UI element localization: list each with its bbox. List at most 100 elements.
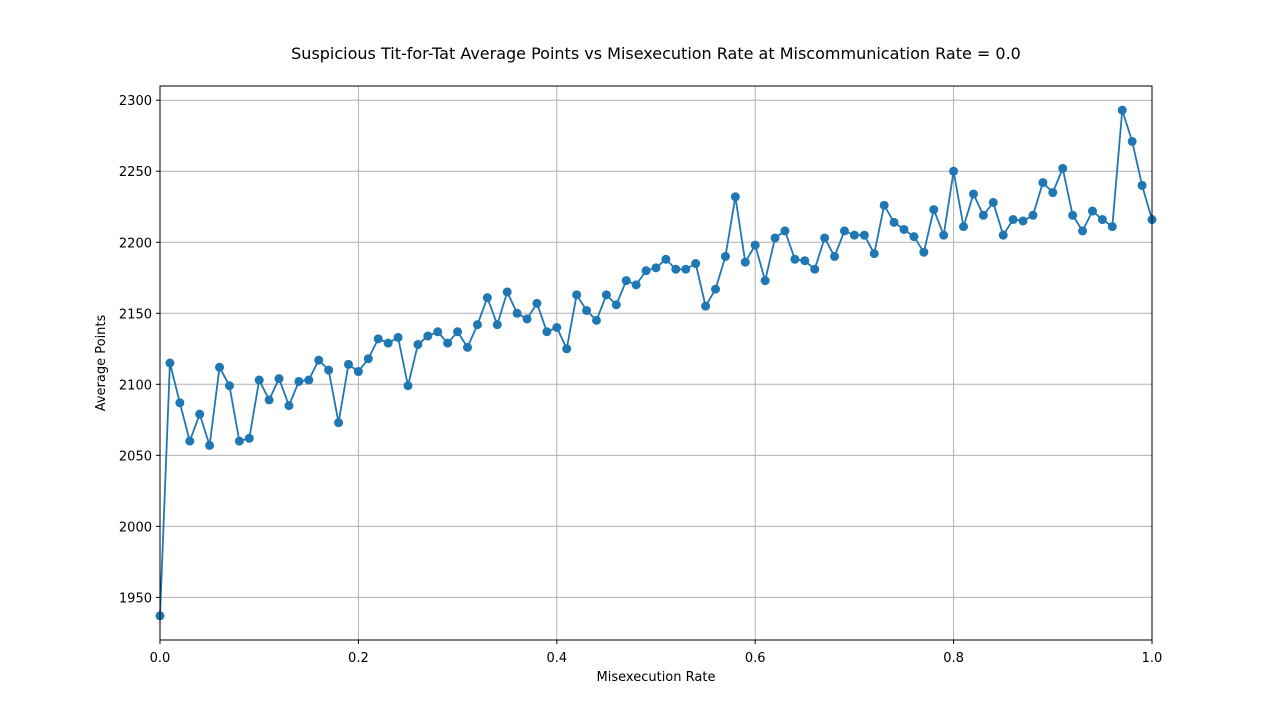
data-point: [522, 314, 532, 324]
data-point: [661, 254, 671, 264]
data-point: [978, 210, 988, 220]
data-point: [224, 381, 234, 391]
y-axis-ticks: 1950 2000 2050 2100 2150 2200 2250 2300: [119, 94, 160, 606]
data-point: [463, 342, 473, 352]
x-tick-label: 0.4: [546, 651, 567, 666]
data-point: [1078, 226, 1088, 236]
y-tick-label: 1950: [119, 591, 152, 606]
data-point: [909, 232, 919, 242]
data-point: [701, 301, 711, 311]
y-tick-label: 2000: [119, 520, 152, 535]
data-point: [1127, 136, 1137, 146]
data-point: [591, 315, 601, 325]
data-point: [1087, 206, 1097, 216]
data-point: [165, 358, 175, 368]
data-point: [314, 355, 324, 365]
data-point: [998, 230, 1008, 240]
y-tick-label: 2200: [119, 236, 152, 251]
data-point: [1038, 178, 1048, 188]
data-point: [1018, 216, 1028, 226]
plot-frame: [159, 85, 1153, 641]
data-point: [195, 409, 205, 419]
data-point: [790, 254, 800, 264]
data-point: [711, 284, 721, 294]
data-point: [770, 233, 780, 243]
x-tick-label: 0.6: [745, 651, 766, 666]
data-point: [562, 344, 572, 354]
data-point: [502, 287, 512, 297]
data-point: [641, 266, 651, 276]
data-point: [621, 276, 631, 286]
data-point: [284, 401, 294, 411]
data-point: [879, 200, 889, 210]
x-tick-label: 0.0: [150, 651, 171, 666]
data-point: [631, 280, 641, 290]
data-point: [820, 233, 830, 243]
data-point: [294, 376, 304, 386]
data-point: [572, 290, 582, 300]
y-tick-label: 2300: [119, 94, 152, 109]
data-point: [671, 264, 681, 274]
data-point: [968, 189, 978, 199]
data-point: [363, 354, 373, 364]
data-point: [453, 327, 463, 337]
data-point: [720, 251, 730, 261]
data-point: [919, 247, 929, 257]
data-point: [750, 240, 760, 250]
x-axis-label: Misexecution Rate: [597, 670, 716, 685]
data-point: [185, 436, 195, 446]
data-point: [691, 259, 701, 269]
data-point: [244, 433, 254, 443]
data-point: [810, 264, 820, 274]
data-point: [1028, 210, 1038, 220]
data-point: [959, 222, 969, 232]
data-point: [899, 224, 909, 234]
data-point: [552, 322, 562, 332]
data-point: [780, 226, 790, 236]
y-tick-label: 2250: [119, 165, 152, 180]
data-point: [939, 230, 949, 240]
data-point: [1008, 215, 1018, 225]
data-point: [1117, 105, 1127, 115]
data-point: [413, 340, 423, 350]
data-point: [403, 381, 413, 391]
data-point: [205, 440, 215, 450]
series-line: [155, 105, 1157, 621]
data-point: [1107, 222, 1117, 232]
data-point: [849, 230, 859, 240]
data-point: [1137, 180, 1147, 190]
data-point: [651, 263, 661, 273]
data-point: [353, 367, 363, 377]
data-point: [234, 436, 244, 446]
data-point: [334, 418, 344, 428]
data-point: [949, 166, 959, 176]
y-tick-label: 2150: [119, 307, 152, 322]
data-point: [383, 338, 393, 348]
data-point: [443, 338, 453, 348]
data-point: [304, 375, 314, 385]
data-point: [611, 300, 621, 310]
data-point: [1048, 188, 1058, 198]
y-tick-label: 2050: [119, 449, 152, 464]
data-point: [740, 257, 750, 267]
data-point: [582, 305, 592, 315]
data-point: [929, 205, 939, 215]
data-point: [1068, 210, 1078, 220]
data-point: [601, 290, 611, 300]
data-point: [393, 332, 403, 342]
data-point: [760, 276, 770, 286]
data-point: [532, 298, 542, 308]
data-point: [681, 264, 691, 274]
data-point: [1058, 163, 1068, 173]
x-tick-label: 0.2: [348, 651, 369, 666]
data-point: [215, 362, 225, 372]
data-point: [343, 359, 353, 369]
data-point: [175, 398, 185, 408]
chart-title: Suspicious Tit-for-Tat Average Points vs…: [291, 44, 1021, 63]
data-point: [433, 327, 443, 337]
data-point: [512, 308, 522, 318]
data-point: [482, 293, 492, 303]
data-point: [869, 249, 879, 259]
data-point: [542, 327, 552, 337]
